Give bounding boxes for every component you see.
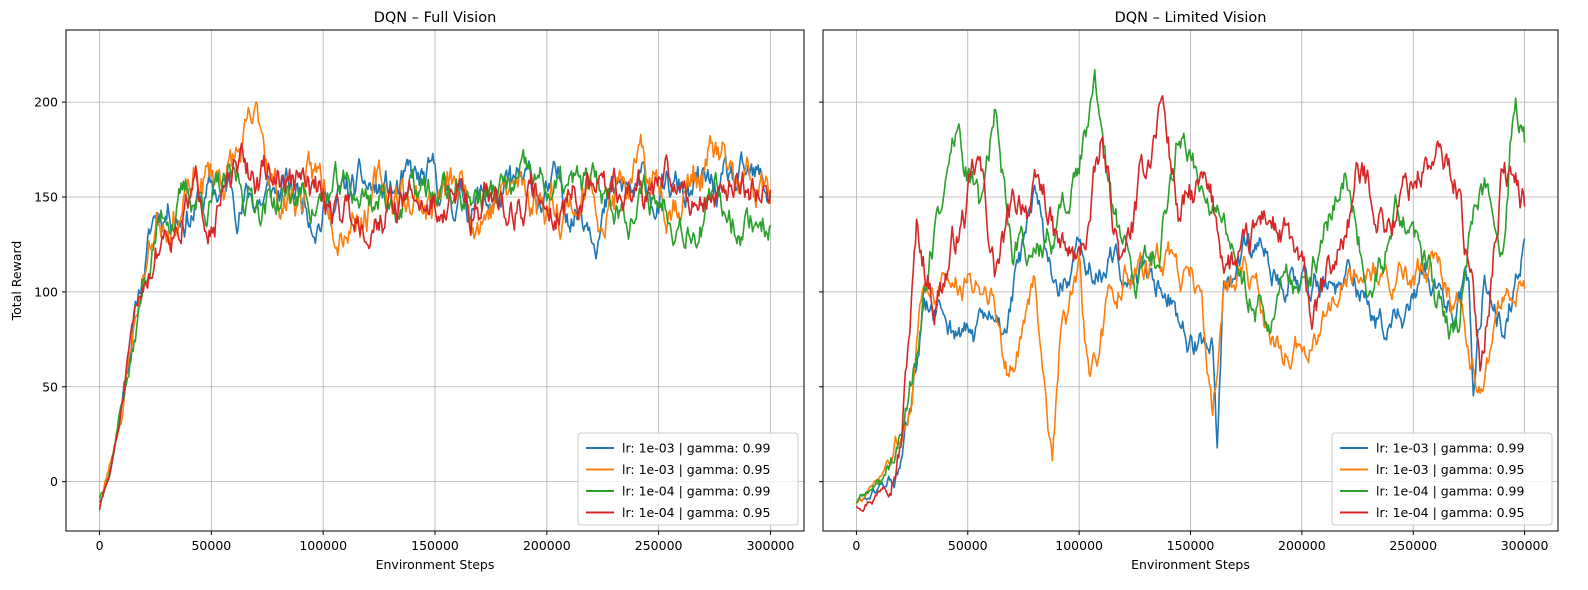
- series-line-1: [98, 151, 772, 503]
- x-tick-label: 50000: [191, 538, 231, 553]
- y-tick-label: 200: [34, 95, 58, 110]
- legend-label: lr: 1e-04 | gamma: 0.99: [622, 484, 770, 499]
- legend: lr: 1e-03 | gamma: 0.99 lr: 1e-03 | gamma…: [577, 432, 799, 526]
- legend-box: [1331, 432, 1553, 526]
- y-tick-label: 0: [50, 474, 58, 489]
- series-group: [98, 101, 772, 511]
- series-line-1: [855, 184, 1526, 505]
- panel-full-vision: 0 50000 100000 150000 200000 250000 300000 0 50 1…: [9, 10, 805, 572]
- series-group: [855, 68, 1526, 513]
- legend-label: lr: 1e-03 | gamma: 0.95: [1376, 462, 1524, 477]
- x-tick-label: 200000: [1278, 538, 1326, 553]
- legend-label: lr: 1e-04 | gamma: 0.99: [1376, 484, 1524, 499]
- legend: lr: 1e-03 | gamma: 0.99 lr: 1e-03 | gamma…: [1331, 432, 1553, 526]
- y-tick-label: 50: [42, 379, 58, 394]
- x-tick-label: 300000: [747, 538, 795, 553]
- y-tick-label: 100: [34, 284, 58, 299]
- x-axis-label: Environment Steps: [376, 557, 495, 572]
- x-tick-label: 250000: [635, 538, 683, 553]
- series-line-4: [855, 95, 1526, 513]
- x-tick-label: 200000: [523, 538, 571, 553]
- x-axis-label: Environment Steps: [1131, 557, 1250, 572]
- legend-label: lr: 1e-04 | gamma: 0.95: [1376, 505, 1524, 520]
- x-tick-label: 0: [852, 538, 860, 553]
- legend-box: [577, 432, 799, 526]
- x-tick-label: 150000: [1167, 538, 1215, 553]
- x-tick-label: 150000: [411, 538, 459, 553]
- x-tick-label: 0: [96, 538, 104, 553]
- series-line-2: [855, 241, 1526, 505]
- x-tick-label: 100000: [299, 538, 347, 553]
- x-tick-label: 100000: [1055, 538, 1103, 553]
- legend-label: lr: 1e-03 | gamma: 0.95: [622, 462, 770, 477]
- panel-limited-vision: 0 50000 100000 150000 200000 250000 300000 DQN …: [819, 10, 1559, 572]
- series-line-3: [856, 68, 1526, 503]
- x-tick-label: 50000: [948, 538, 988, 553]
- legend-label: lr: 1e-03 | gamma: 0.99: [622, 441, 770, 456]
- series-line-4: [98, 142, 772, 511]
- y-tick-label: 150: [34, 190, 58, 205]
- legend-label: lr: 1e-03 | gamma: 0.99: [1376, 441, 1524, 456]
- x-tick-label: 250000: [1389, 538, 1437, 553]
- x-tick-label: 300000: [1501, 538, 1549, 553]
- chart-title: DQN – Full Vision: [374, 10, 497, 26]
- y-axis-label: Total Reward: [9, 241, 24, 322]
- legend-label: lr: 1e-04 | gamma: 0.95: [622, 505, 770, 520]
- series-line-3: [98, 148, 772, 499]
- chart-title: DQN – Limited Vision: [1115, 10, 1267, 26]
